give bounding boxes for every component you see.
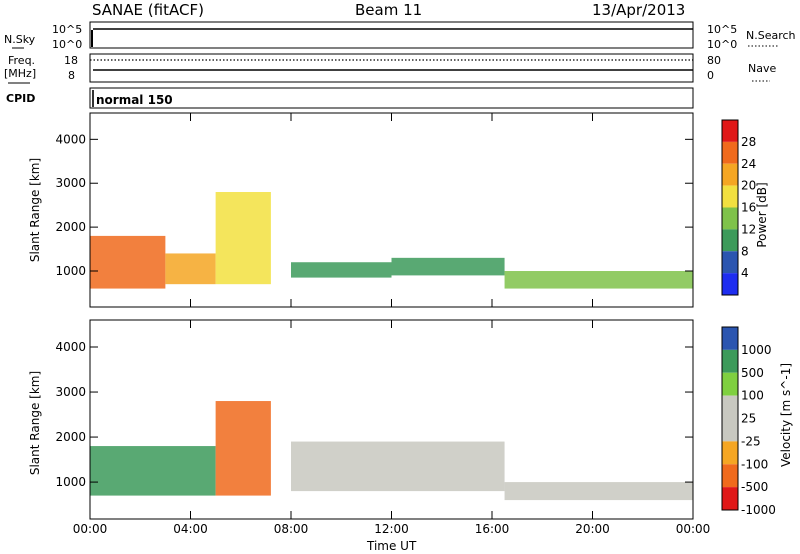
freq-tick-bottom: 8 <box>68 69 75 82</box>
freq-tick-top: 18 <box>64 54 78 67</box>
velocity-echo-layer <box>90 401 693 501</box>
power-colorbar-swatch <box>722 185 738 208</box>
x-tick-label: 00:00 <box>73 522 108 536</box>
power-colorbar-tick: 28 <box>741 135 756 149</box>
x-tick-label: 20:00 <box>575 522 610 536</box>
power-ytick-label: 3000 <box>55 176 86 190</box>
nsky-label: N.Sky <box>4 33 36 46</box>
x-tick-label: 04:00 <box>173 522 208 536</box>
velocity-colorbar-swatch <box>722 464 738 488</box>
power-ytick-label: 2000 <box>55 220 86 234</box>
velocity-colorbar-swatch <box>722 372 738 396</box>
power-colorbar-tick: 8 <box>741 244 749 258</box>
velocity-colorbar-swatch <box>722 487 738 510</box>
nave-tick-top: 80 <box>707 54 721 67</box>
x-tick-label: 12:00 <box>374 522 409 536</box>
power-echo-band-1 <box>165 253 216 285</box>
header-right: 13/Apr/2013 <box>592 1 686 19</box>
velocity-colorbar-tick: -25 <box>741 434 761 448</box>
power-colorbar-swatch <box>722 229 738 252</box>
nsky-strip-box <box>89 21 694 49</box>
velocity-colorbar-tick: 500 <box>741 366 764 380</box>
nsearch-tick-bottom: 10^0 <box>707 38 738 51</box>
power-colorbar-swatch <box>722 273 738 295</box>
x-axis-label: Time UT <box>367 539 417 553</box>
nsky-tick-bottom: 10^0 <box>52 38 83 51</box>
power-colorbar-swatch <box>722 207 738 230</box>
power-colorbar-swatch <box>722 120 738 142</box>
power-echo-band-0 <box>90 235 166 289</box>
power-echo-layer <box>90 192 693 289</box>
nsearch-tick-top: 10^5 <box>707 23 738 36</box>
power-echo-band-2 <box>215 192 271 285</box>
header-left: SANAE (fitACF) <box>92 1 204 19</box>
nsearch-label: N.Search <box>746 29 796 42</box>
x-tick-label: 00:00 <box>676 522 711 536</box>
velocity-colorbar-tick: 1000 <box>741 343 772 357</box>
velocity-echo-band-1 <box>215 401 271 496</box>
power-colorbar-tick: 4 <box>741 266 749 280</box>
velocity-echo-band-2 <box>291 441 505 492</box>
freq-label-2: [MHz] <box>4 67 37 80</box>
velocity-colorbar-swatch <box>722 395 738 419</box>
velocity-echo-band-3 <box>504 482 693 501</box>
power-colorbar-swatch <box>722 251 738 274</box>
velocity-colorbar-swatch <box>722 418 738 442</box>
velocity-colorbar-tick: 25 <box>741 412 756 426</box>
velocity-colorbar-tick: -100 <box>741 457 768 471</box>
power-colorbar-frame <box>721 119 739 296</box>
x-tick-label: 08:00 <box>274 522 309 536</box>
power-ytick-label: 1000 <box>55 264 86 278</box>
velocity-colorbar-frame <box>721 326 739 511</box>
cpid-label: CPID <box>6 92 36 105</box>
cpid-strip-box <box>89 87 694 109</box>
power-colorbar-tick: 20 <box>741 179 756 193</box>
power-colorbar-tick: 12 <box>741 222 756 236</box>
velocity-ytick-label: 1000 <box>55 475 86 489</box>
power-colorbar-tick: 24 <box>741 157 756 171</box>
nsky-tick-top: 10^5 <box>52 23 83 36</box>
velocity-ytick-label: 2000 <box>55 430 86 444</box>
velocity-colorbar-tick: -1000 <box>741 503 776 517</box>
freq-label-1: Freq. <box>8 54 36 67</box>
velocity-colorbar-tick: -500 <box>741 480 768 494</box>
power-colorbar-tick: 16 <box>741 201 756 215</box>
power-colorbar-swatch <box>722 141 738 164</box>
power-echo-band-5 <box>504 271 693 289</box>
power-echo-band-3 <box>291 262 392 278</box>
velocity-colorbar-tick: 100 <box>741 389 764 403</box>
power-ytick-label: 4000 <box>55 132 86 146</box>
velocity-ytick-label: 3000 <box>55 385 86 399</box>
velocity-colorbar-swatch <box>722 441 738 465</box>
velocity-ytick-label: 4000 <box>55 340 86 354</box>
header-center: Beam 11 <box>355 1 423 19</box>
x-tick-label: 16:00 <box>475 522 510 536</box>
power-echo-band-4 <box>391 257 505 276</box>
velocity-colorbar-swatch <box>722 349 738 373</box>
freq-strip-box <box>89 53 694 83</box>
velocity-colorbar-swatch <box>722 327 738 350</box>
velocity-echo-band-0 <box>90 446 216 496</box>
power-colorbar-swatch <box>722 163 738 186</box>
nave-label: Nave <box>748 62 777 75</box>
cpid-value: normal 150 <box>96 93 173 107</box>
nave-tick-bottom: 0 <box>707 69 714 82</box>
